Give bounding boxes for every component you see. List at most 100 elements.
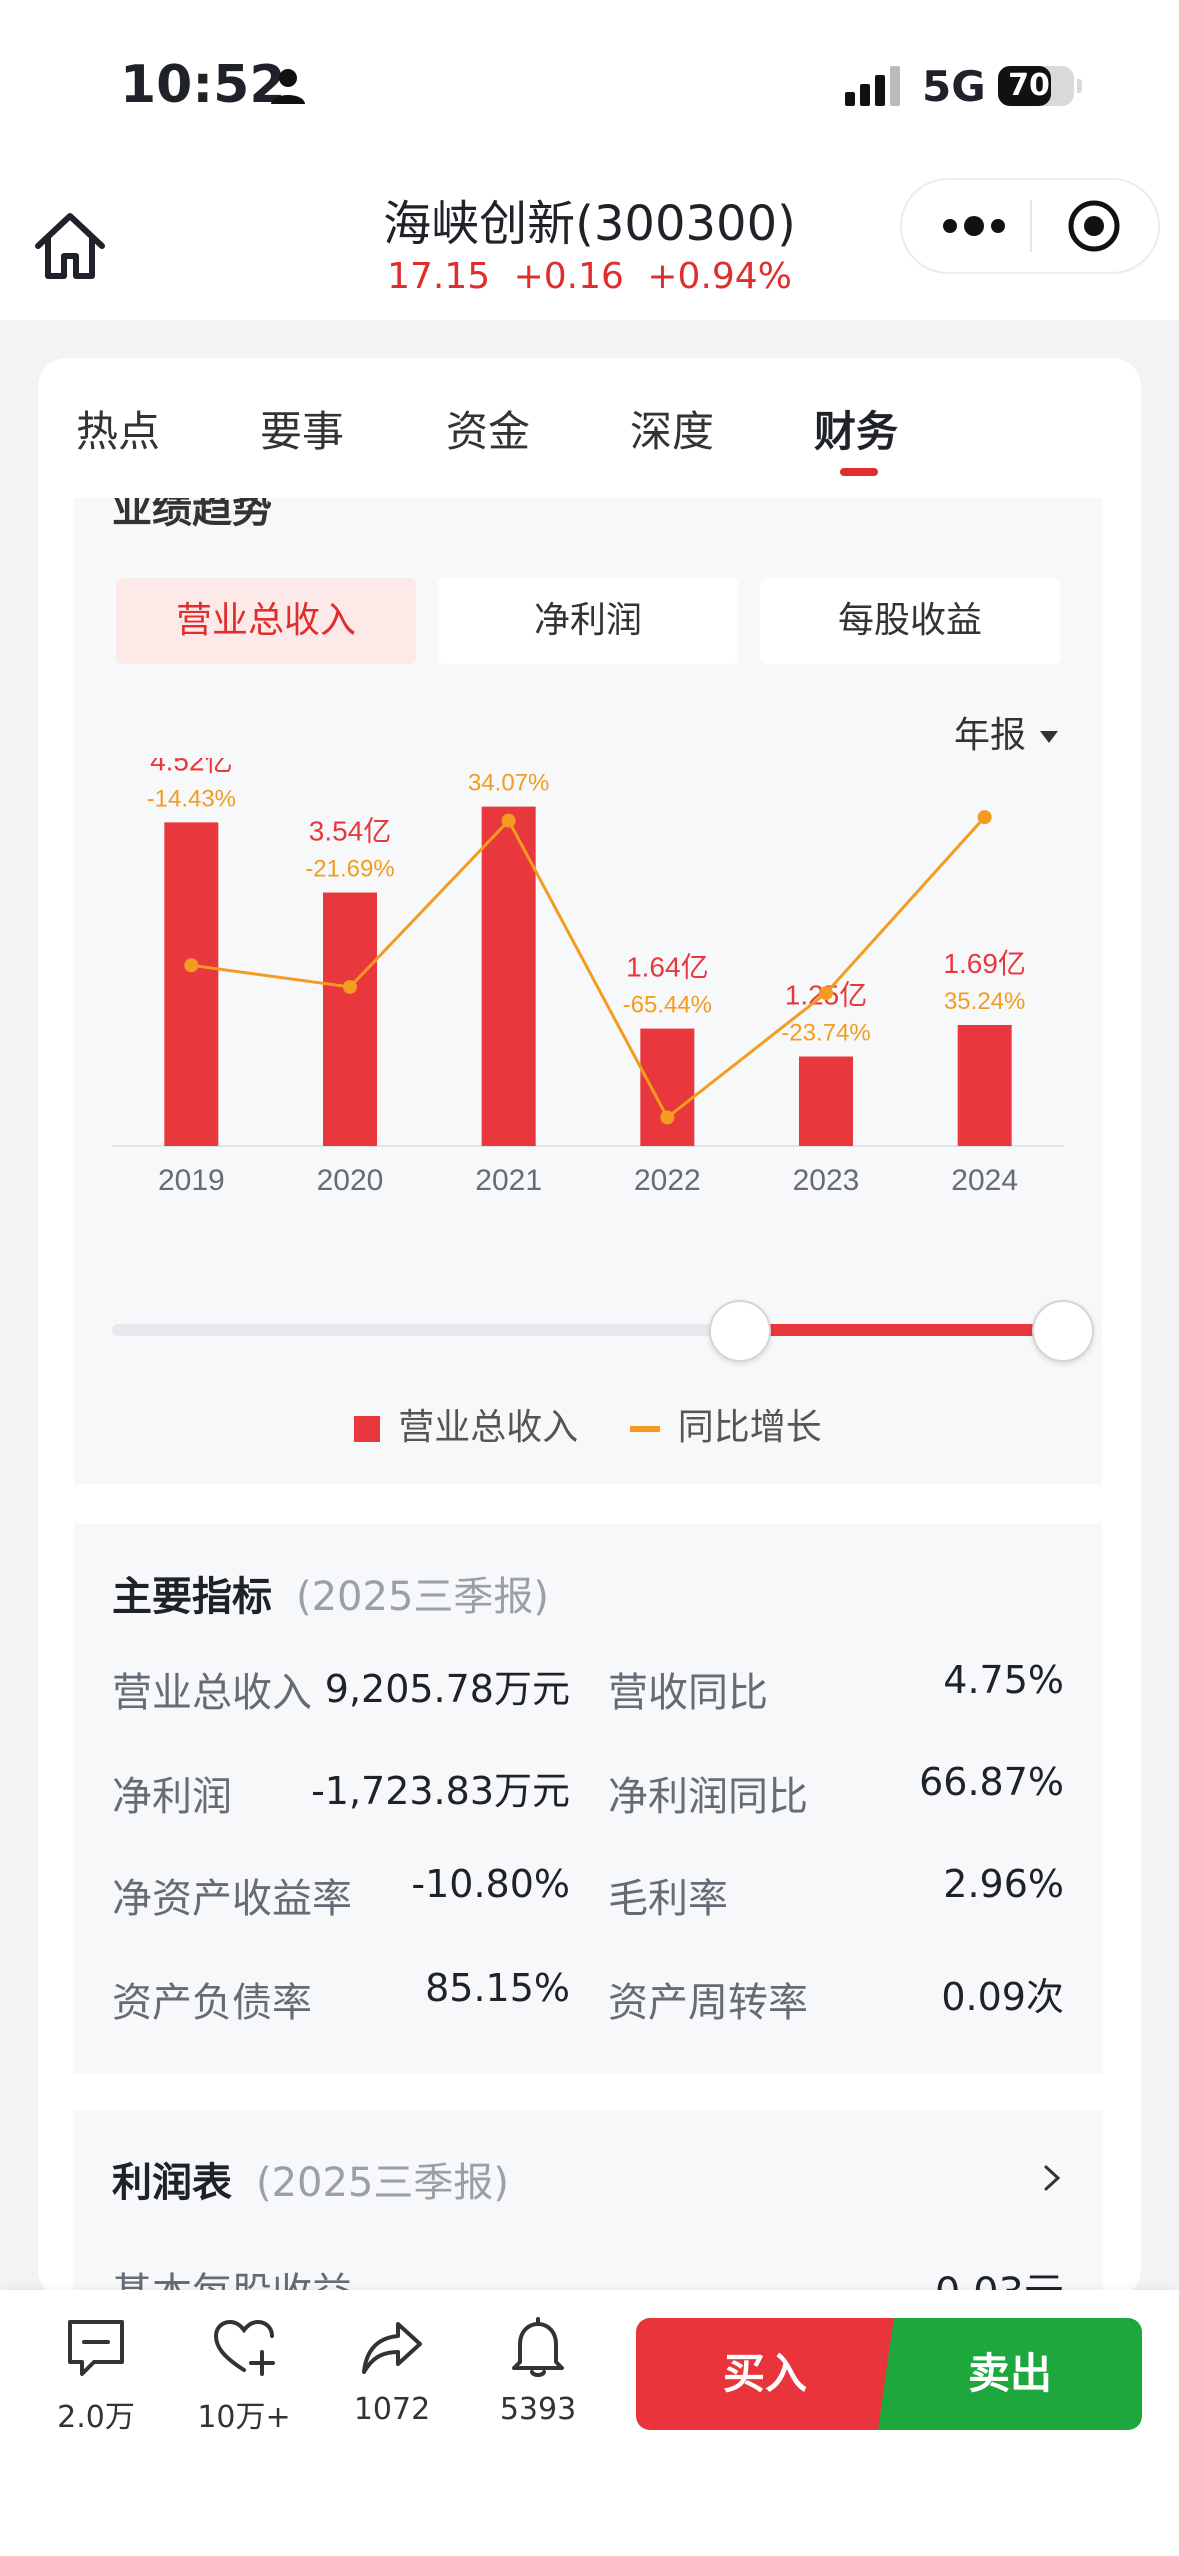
stock-change: +0.16 (513, 256, 624, 297)
legend-bar-label: 营业总收入 (398, 1407, 579, 1448)
tab-depth[interactable]: 深度 (630, 407, 715, 456)
stock-header: 海峡创新(300300) 17.15 +0.16 +0.94% (0, 170, 1179, 320)
x-tick-label: 2019 (158, 1164, 225, 1197)
income-period: (2025三季报) (256, 2160, 510, 2206)
comment-count: 2.0万 (57, 2400, 135, 2435)
growth-point (977, 810, 992, 825)
range-slider-fill (739, 1324, 1062, 1336)
growth-value-label: 34.07% (468, 770, 549, 797)
metric-label: 营收同比 (608, 1670, 768, 1716)
bar-value-label: 1.64亿 (626, 952, 709, 983)
bar-value-label: 4.52亿 (150, 758, 233, 776)
metrics-title-text: 主要指标 (112, 1574, 272, 1620)
battery-icon: 70 (998, 66, 1082, 106)
status-time: 10:52 (120, 55, 286, 115)
more-icon[interactable] (940, 204, 1012, 248)
share-count: 1072 (353, 2392, 431, 2427)
metric-value: -10.80% (411, 1862, 570, 1906)
metric-label: 营业总收入 (112, 1670, 312, 1716)
growth-value-label: -14.43% (147, 785, 236, 812)
x-tick-label: 2023 (793, 1164, 860, 1197)
metric-value: 85.15% (425, 1966, 570, 2010)
like-button[interactable]: 10万+ (184, 2316, 304, 2436)
like-count: 10万+ (197, 2400, 291, 2435)
share-icon (362, 2322, 422, 2374)
metric-label: 净利润 (112, 1774, 232, 1820)
battery-level: 70 (1008, 68, 1050, 103)
period-dropdown[interactable]: 年报 (954, 706, 1059, 758)
revenue-bar (640, 1028, 695, 1146)
miniapp-capsule (900, 178, 1160, 274)
chart-legend: 营业总收入 同比增长 (74, 1398, 1102, 1450)
alert-button[interactable]: 5393 (478, 2316, 598, 2427)
growth-line (191, 816, 986, 1120)
status-bar: 10:52 5G 70 (0, 0, 1179, 170)
metric-value: -1,723.83万元 (311, 1769, 570, 1813)
dropdown-arrow-icon (1040, 731, 1059, 743)
key-metrics-panel: 主要指标 (2025三季报) 营业总收入 9,205.78万元 营收同比 4.75… (74, 1524, 1102, 2074)
trend-title: 业绩趋势 (112, 498, 272, 532)
metric-value: 9,205.78万元 (324, 1667, 570, 1711)
heart-plus-icon (213, 2319, 275, 2376)
alert-count: 5393 (499, 2392, 577, 2427)
revenue-bar (164, 822, 219, 1146)
stock-change-pct: +0.94% (647, 256, 792, 297)
tab-funds[interactable]: 资金 (446, 407, 531, 456)
comment-button[interactable]: 2.0万 (36, 2316, 156, 2436)
growth-value-label: -21.69% (305, 856, 394, 883)
bar-value-label: 1.69亿 (943, 948, 1026, 979)
tab-bar: 热点 要事 资金 深度 财务 (38, 358, 1141, 498)
metric-value: 0.09次 (941, 1975, 1064, 2019)
range-slider-left-handle[interactable] (709, 1300, 771, 1362)
segment-revenue[interactable]: 营业总收入 (116, 578, 416, 664)
metric-label: 资产周转率 (608, 1980, 808, 2026)
metrics-period: (2025三季报) (296, 1574, 550, 1620)
growth-point (343, 979, 357, 994)
bottom-action-bar: 2.0万 10万+ 1072 5393 买入 卖出 (0, 2290, 1179, 2556)
metric-value: 66.87% (919, 1760, 1064, 1804)
income-title-text: 利润表 (112, 2160, 232, 2206)
revenue-bar (957, 1024, 1012, 1146)
period-label: 年报 (954, 715, 1027, 756)
tab-finance[interactable]: 财务 (814, 407, 899, 456)
x-tick-label: 2022 (634, 1164, 701, 1197)
x-tick-label: 2024 (951, 1164, 1018, 1197)
range-slider-right-handle[interactable] (1032, 1300, 1094, 1362)
metric-value: 4.75% (943, 1658, 1064, 1702)
growth-point (819, 986, 833, 1001)
stock-price: 17.15 (387, 256, 491, 297)
stock-title: 海峡创新(300300) (383, 196, 796, 252)
bell-icon (512, 2317, 564, 2377)
segment-eps[interactable]: 每股收益 (760, 578, 1060, 664)
bar-value-label: 3.54亿 (309, 816, 392, 847)
sell-button[interactable]: 卖出 (878, 2318, 1142, 2430)
buy-button[interactable]: 买入 (636, 2318, 894, 2430)
metric-label: 资产负债率 (112, 1980, 312, 2026)
performance-trend-panel: 业绩趋势 营业总收入 净利润 每股收益 年报 4.52亿 -14.43% 2019 3… (74, 498, 1102, 1484)
revenue-chart: 4.52亿 -14.43% 2019 3.54亿 -21.69% 2020 4.74亿 34.… (112, 758, 1064, 1197)
signal-icon (845, 66, 900, 106)
legend-bar-swatch (354, 1416, 381, 1442)
comment-icon (68, 2320, 124, 2376)
metrics-title: 主要指标 (2025三季报) (112, 1564, 549, 1622)
close-miniapp-icon[interactable] (1066, 198, 1122, 254)
share-button[interactable]: 1072 (332, 2316, 452, 2427)
growth-point (660, 1110, 675, 1125)
metric-label: 毛利率 (608, 1876, 728, 1922)
tab-hot[interactable]: 热点 (76, 407, 161, 456)
growth-point (501, 813, 516, 828)
network-label: 5G (922, 62, 986, 111)
growth-value-label: 35.24% (944, 988, 1025, 1015)
revenue-bar (323, 892, 377, 1146)
bar-value-label: 4.74亿 (467, 758, 550, 761)
metric-label: 净利润同比 (608, 1774, 808, 1820)
tab-news[interactable]: 要事 (260, 407, 345, 456)
segment-net-profit[interactable]: 净利润 (438, 578, 738, 664)
home-icon[interactable] (30, 206, 110, 286)
content-card: 热点 要事 资金 深度 财务 业绩趋势 营业总收入 净利润 每股收益 年报 4.… (38, 358, 1141, 2350)
chevron-right-icon[interactable] (1040, 2164, 1064, 2192)
x-tick-label: 2020 (317, 1164, 384, 1197)
tab-indicator (840, 468, 878, 476)
stock-quote: 17.15 +0.16 +0.94% (0, 256, 1179, 297)
revenue-bar (481, 806, 536, 1146)
